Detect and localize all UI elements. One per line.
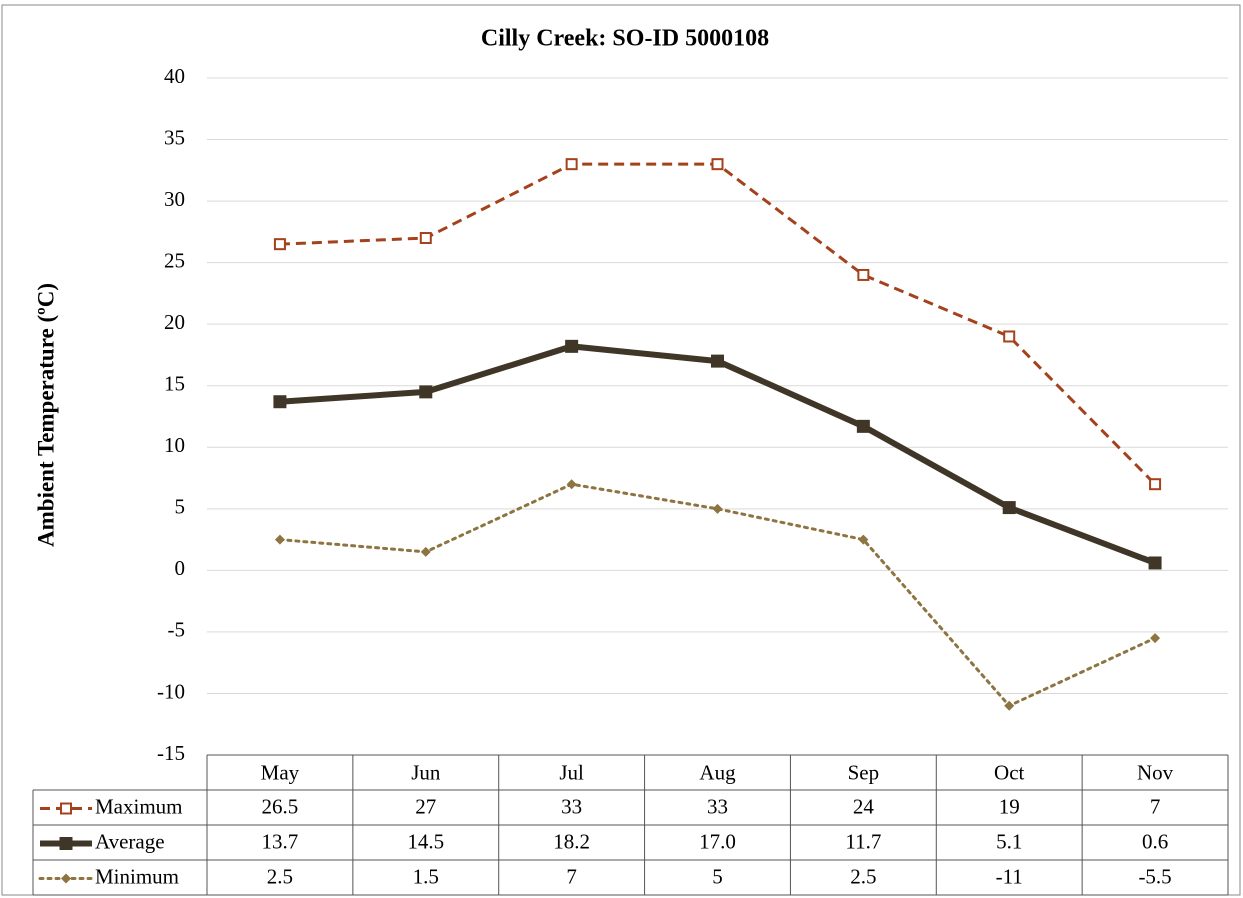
y-tick-label: 35 xyxy=(164,125,185,149)
y-tick-label: 25 xyxy=(164,248,185,272)
legend-label: Maximum xyxy=(95,794,183,818)
y-tick-label: 40 xyxy=(164,64,185,88)
data-point xyxy=(711,354,724,368)
table-value: 24 xyxy=(853,794,875,818)
x-tick-label: Sep xyxy=(848,760,880,784)
x-tick-label: Jun xyxy=(411,760,441,784)
data-point xyxy=(565,339,579,353)
table-value: 17.0 xyxy=(699,829,736,853)
table-value: 5.1 xyxy=(996,829,1022,853)
table-value: 1.5 xyxy=(413,864,439,888)
y-tick-label: 15 xyxy=(164,372,185,396)
table-value: 26.5 xyxy=(262,794,299,818)
table-value: 19 xyxy=(999,794,1020,818)
y-axis-label: Ambient Temperature (ºC) xyxy=(33,283,58,547)
y-tick-label: 20 xyxy=(164,310,185,334)
y-tick-label: 30 xyxy=(164,187,185,211)
x-tick-label: May xyxy=(261,760,300,784)
table-value: 7 xyxy=(1150,794,1161,818)
y-tick-label: -5 xyxy=(168,618,186,642)
legend-marker xyxy=(61,873,71,884)
data-point xyxy=(419,232,432,245)
table-value: 7 xyxy=(566,864,577,888)
table-value: 13.7 xyxy=(262,829,299,853)
legend-label: Average xyxy=(95,829,165,853)
table-value: 33 xyxy=(707,794,728,818)
legend-marker xyxy=(60,802,72,815)
y-tick-label: 10 xyxy=(164,433,185,457)
data-point xyxy=(273,395,287,409)
y-tick-label: -15 xyxy=(157,741,185,765)
data-point xyxy=(1150,633,1161,644)
table-value: 18.2 xyxy=(553,829,590,853)
table-value: 33 xyxy=(561,794,582,818)
data-point xyxy=(711,158,724,171)
data-point xyxy=(273,238,286,251)
y-tick-label: 5 xyxy=(175,495,186,519)
y-tick-label: 0 xyxy=(175,556,186,580)
data-point xyxy=(856,419,870,433)
data-point xyxy=(1003,330,1016,343)
series-line xyxy=(278,482,1157,708)
x-tick-label: Oct xyxy=(994,760,1024,784)
table-value: 11.7 xyxy=(845,829,881,853)
x-tick-label: Aug xyxy=(699,760,736,784)
x-tick-label: Jul xyxy=(559,760,584,784)
chart-frame xyxy=(1,4,1241,896)
data-point xyxy=(1148,556,1162,570)
table-value: 2.5 xyxy=(267,864,293,888)
data-point xyxy=(1004,700,1015,711)
table-value: 5 xyxy=(712,864,723,888)
data-point xyxy=(565,158,578,171)
chart-title: Cilly Creek: SO-ID 5000108 xyxy=(481,26,769,52)
data-point xyxy=(1149,478,1162,491)
legend-label: Minimum xyxy=(95,864,179,888)
table-value: 2.5 xyxy=(850,864,876,888)
x-tick-label: Nov xyxy=(1137,760,1174,784)
legend-marker xyxy=(59,837,73,850)
data-point xyxy=(858,534,869,545)
y-tick-label: -10 xyxy=(157,679,185,703)
data-point xyxy=(274,534,285,545)
data-point xyxy=(566,479,577,490)
data-point xyxy=(419,385,433,399)
series-line xyxy=(279,343,1157,566)
table-value: 27 xyxy=(415,794,436,818)
data-point xyxy=(857,268,870,281)
data-point xyxy=(712,503,723,514)
table-value: 0.6 xyxy=(1142,829,1168,853)
table-value: -11 xyxy=(996,864,1023,888)
table-value: -5.5 xyxy=(1138,864,1171,888)
data-point xyxy=(1002,501,1016,515)
data-point xyxy=(420,546,431,557)
table-value: 14.5 xyxy=(407,829,444,853)
